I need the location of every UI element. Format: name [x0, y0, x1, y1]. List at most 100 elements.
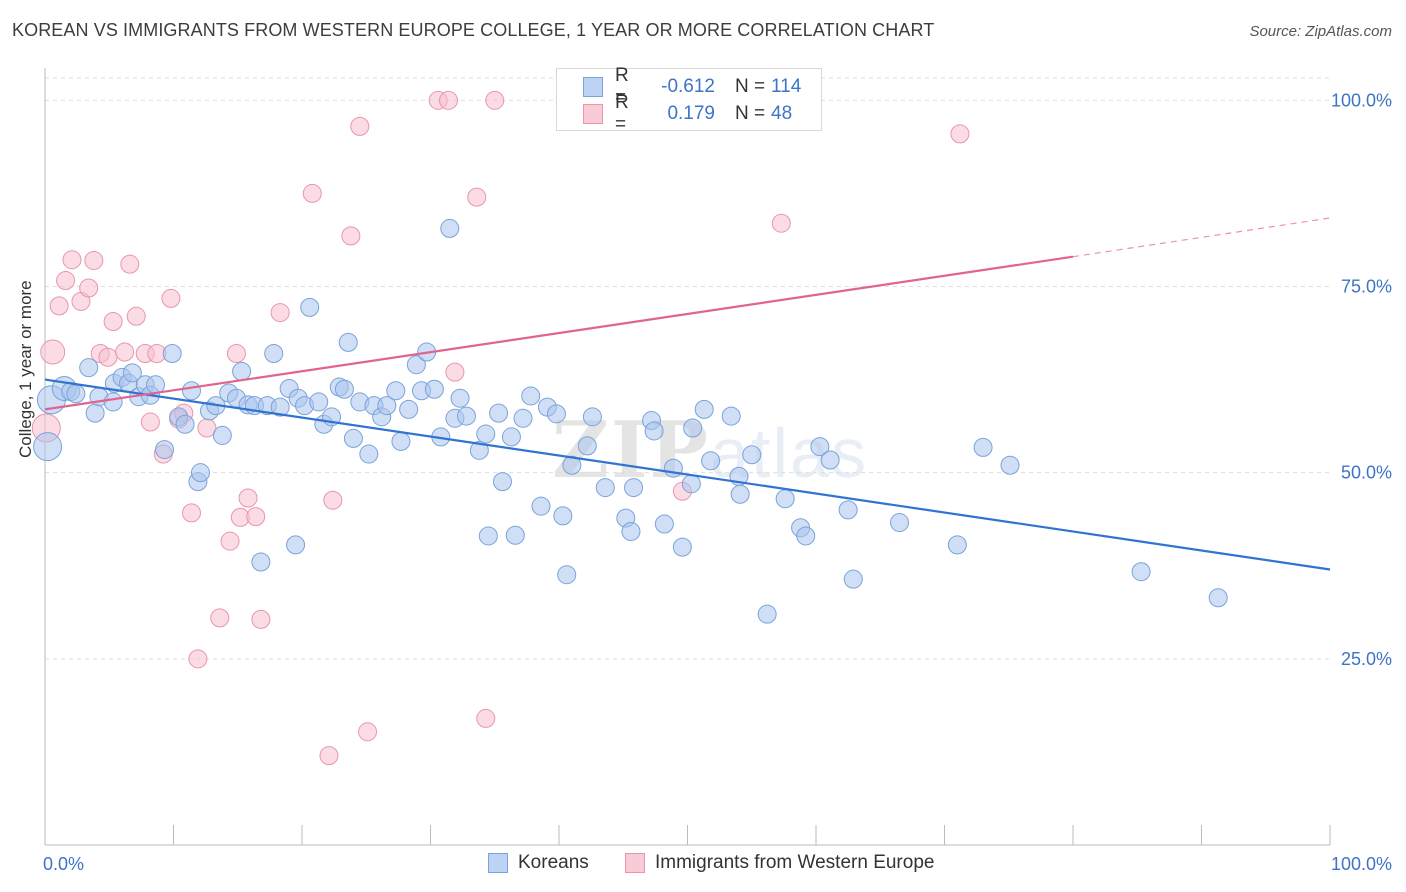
koreans-point [300, 297, 320, 317]
x-tick-label: 0.0% [43, 854, 84, 874]
immigrants-point [476, 708, 496, 728]
legend-row-immigrants: R = 0.179 N = 48 [557, 92, 793, 135]
koreans-point [450, 388, 470, 408]
koreans-point [286, 535, 306, 555]
koreans-point [212, 425, 232, 445]
koreans-point [843, 569, 863, 589]
koreans-point [79, 358, 99, 378]
immigrants-point [445, 362, 465, 382]
koreans-point [557, 565, 577, 585]
koreans-point [654, 514, 674, 534]
koreans-point [663, 458, 683, 478]
immigrants-point [103, 312, 123, 332]
koreans-point [155, 440, 175, 460]
koreans-point [624, 478, 644, 498]
koreans-point [694, 399, 714, 419]
legend-n-label: N = [735, 103, 766, 124]
koreans-point [334, 379, 354, 399]
koreans-point [103, 392, 123, 412]
immigrants-point [98, 347, 118, 367]
koreans-point [359, 444, 379, 464]
legend-swatch-immigrants [583, 104, 603, 124]
koreans-point [531, 496, 551, 516]
koreans-point [810, 437, 830, 457]
koreans-point [399, 399, 419, 419]
immigrants-point [302, 183, 322, 203]
immigrants-point [40, 339, 66, 365]
immigrants-point [220, 531, 240, 551]
koreans-point [175, 414, 195, 434]
y-tick-label: 100.0% [1331, 90, 1392, 110]
correlation-legend: R = -0.612 N = 114 R = 0.179 N = 48 [556, 65, 822, 135]
immigrants-point [323, 490, 343, 510]
tick-labels: 25.0% 50.0% 75.0% 100.0% 0.0% 100.0% [43, 90, 1392, 874]
koreans-point [513, 408, 533, 428]
series-legend: Koreans Immigrants from Western Europe [0, 852, 1406, 878]
legend-label-koreans: Koreans [518, 852, 589, 873]
y-tick-label: 25.0% [1341, 649, 1392, 669]
immigrants-point [181, 503, 201, 523]
koreans-point [721, 406, 741, 426]
koreans-point [562, 455, 582, 475]
legend-row-koreans: R = -0.612 N = 114 [557, 65, 802, 108]
axes [44, 68, 1331, 846]
immigrants-point [319, 746, 339, 766]
koreans-point [66, 384, 86, 404]
koreans-point [681, 474, 701, 494]
y-axis-label: College, 1 year or more [16, 280, 35, 458]
koreans-point [644, 421, 664, 441]
immigrants-point [79, 278, 99, 298]
chart-title: KOREAN VS IMMIGRANTS FROM WESTERN EUROPE… [12, 20, 935, 40]
koreans-point [742, 445, 762, 465]
legend-swatch-immigrants [625, 853, 645, 873]
koreans-point [391, 431, 411, 451]
immigrants-point [467, 187, 487, 207]
immigrants-point [350, 116, 370, 136]
koreans-point [947, 535, 967, 555]
immigrants-trend-line [44, 255, 1074, 411]
koreans-point [1208, 588, 1228, 608]
legend-n-label: N = [735, 76, 766, 97]
immigrants-point [950, 124, 970, 144]
legend-n-value: 114 [771, 76, 802, 97]
koreans-point [338, 332, 358, 352]
koreans-point [424, 379, 444, 399]
x-tick-label: 100.0% [1331, 854, 1392, 874]
immigrants-point [115, 342, 135, 362]
immigrants-point [188, 649, 208, 669]
koreans-point [406, 355, 426, 375]
immigrants-point [210, 608, 230, 628]
immigrants-point [270, 303, 290, 323]
legend-r-label: R = [615, 92, 629, 135]
koreans-point [162, 344, 182, 364]
immigrants-point [226, 344, 246, 364]
koreans-point [33, 432, 63, 462]
koreans-point [796, 526, 816, 546]
koreans-point [270, 397, 290, 417]
legend-item-koreans: Koreans [488, 852, 589, 874]
y-tick-label: 50.0% [1341, 463, 1392, 483]
immigrants-point [251, 609, 271, 629]
koreans-point [343, 428, 363, 448]
koreans-point [492, 472, 512, 492]
koreans-point [377, 396, 397, 416]
koreans-point [122, 363, 142, 383]
legend-n-value: 48 [771, 103, 793, 124]
y-tick-label: 75.0% [1341, 277, 1392, 297]
koreans-point [469, 440, 489, 460]
koreans-point [251, 552, 271, 572]
immigrants-point [56, 271, 76, 291]
koreans-point [505, 525, 525, 545]
immigrants-point [438, 90, 458, 110]
legend-r-value: 0.179 [667, 103, 715, 124]
immigrants-point [161, 288, 181, 308]
koreans-point [595, 478, 615, 498]
immigrants-point [140, 412, 160, 432]
immigrants-point [120, 254, 140, 274]
koreans-point [775, 489, 795, 509]
immigrants-point [771, 213, 791, 233]
koreans-point [232, 361, 252, 381]
koreans-point [386, 381, 406, 401]
immigrants-point [341, 226, 361, 246]
